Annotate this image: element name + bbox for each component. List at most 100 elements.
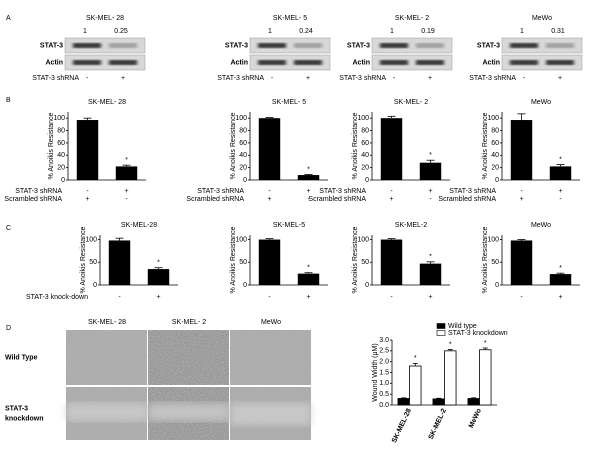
chart-title: SK-MEL-5 (273, 222, 305, 229)
condition-value: - (86, 75, 89, 82)
blot-band (416, 43, 444, 48)
y-tick-label: 100 (235, 115, 247, 122)
panel-label: A (6, 15, 11, 22)
bar (258, 239, 281, 285)
chart-title: MeWo (531, 99, 551, 106)
y-tick-label: 100 (235, 236, 247, 243)
condition-label: Scrambled shRNA (4, 196, 62, 203)
y-tick-label: 50 (89, 259, 97, 266)
bar (432, 398, 445, 406)
condition-value: + (306, 75, 310, 82)
condition-value: - (393, 75, 396, 82)
condition-label: STAT-3 shRNA (32, 75, 79, 82)
condition-value: - (118, 294, 121, 301)
legend-swatch (436, 323, 446, 329)
y-axis-label: % Anoikis Resistance (482, 226, 489, 293)
y-axis-label: % Anoikis Resistance (482, 112, 489, 179)
y-tick-label: 3.0 (379, 337, 389, 344)
y-tick-label: 2.0 (379, 359, 389, 366)
y-axis-label: % Anoikis Resistance (352, 226, 359, 293)
condition-value: - (268, 294, 271, 301)
y-tick-label: 0 (61, 177, 65, 184)
significance: * (414, 355, 417, 362)
y-tick-label: 0 (93, 282, 97, 289)
significance: * (429, 254, 432, 261)
condition-value: + (121, 75, 125, 82)
condition-value: - (520, 294, 523, 301)
blot-image (501, 54, 583, 71)
blot-row-label: Actin (46, 59, 64, 66)
condition-label: STAT-3 knock-down (26, 294, 88, 301)
significance: * (125, 157, 128, 164)
condition-value: + (519, 196, 523, 203)
bar (297, 273, 320, 285)
chart-title: SK-MEL-28 (121, 222, 157, 229)
blot-row-label: STAT-3 (225, 42, 248, 49)
y-tick-label: 100 (357, 236, 369, 243)
blot-band (546, 60, 574, 65)
significance: * (484, 340, 487, 347)
blot-title: MeWo (532, 15, 552, 22)
chart-title: MeWo (531, 222, 551, 229)
blot-band (73, 60, 101, 65)
condition-value: - (390, 294, 393, 301)
y-tick-label: 80 (361, 127, 369, 134)
bar (479, 349, 492, 406)
micrograph (148, 330, 229, 385)
blot-band (109, 60, 137, 65)
condition-value: + (558, 188, 562, 195)
y-tick-label: 100 (357, 115, 369, 122)
y-tick-label: 50 (239, 259, 247, 266)
y-tick-label: 0.5 (379, 391, 389, 398)
chart-title: SK-MEL- 5 (272, 99, 306, 106)
condition-value: + (156, 294, 160, 301)
bar (397, 398, 410, 406)
condition-label: STAT-3 shRNA (449, 188, 496, 195)
bar (147, 269, 170, 285)
significance: * (429, 152, 432, 159)
bar (510, 240, 533, 285)
y-tick-label: 0 (495, 282, 499, 289)
y-tick-label: 0 (243, 282, 247, 289)
micrograph-row-label: STAT-3 (5, 405, 28, 412)
bar (409, 365, 422, 406)
y-tick-label: 0 (365, 282, 369, 289)
micrograph (230, 330, 311, 385)
blot-row-label: Actin (483, 59, 501, 66)
micrograph-row-label: Wild Type (5, 354, 38, 361)
significance: * (307, 166, 310, 173)
panel-label: B (6, 97, 11, 104)
y-tick-label: 0 (243, 177, 247, 184)
micrograph (66, 330, 147, 385)
y-tick-label: 20 (491, 164, 499, 171)
band-ratio: 1 (268, 28, 272, 35)
bar (108, 240, 131, 285)
y-tick-label: 60 (57, 140, 65, 147)
blot-row-label: STAT-3 (347, 42, 370, 49)
condition-value: - (307, 196, 310, 203)
y-axis-label: % Anoikis Resistance (230, 112, 237, 179)
condition-value: - (86, 188, 89, 195)
y-tick-label: 0 (365, 177, 369, 184)
condition-value: + (558, 75, 562, 82)
significance: * (307, 265, 310, 272)
legend-label: STAT-3 knockdown (448, 330, 508, 337)
y-axis-label: % Anoikis Resistance (352, 112, 359, 179)
condition-label: STAT-3 shRNA (217, 75, 264, 82)
y-tick-label: 40 (491, 152, 499, 159)
condition-value: + (428, 188, 432, 195)
blot-image (249, 37, 331, 54)
blot-band (294, 60, 322, 65)
blot-title: SK-MEL- 28 (86, 15, 124, 22)
y-axis-label: % Anoikis Resistance (48, 112, 55, 179)
bar (115, 166, 138, 180)
condition-label: STAT-3 shRNA (15, 188, 62, 195)
y-tick-label: 40 (57, 152, 65, 159)
band-ratio: 0.25 (114, 28, 128, 35)
blot-band (510, 43, 538, 48)
blot-title: SK-MEL- 2 (395, 15, 429, 22)
bar (467, 398, 480, 406)
condition-value: - (520, 188, 523, 195)
y-tick-label: 60 (361, 140, 369, 147)
